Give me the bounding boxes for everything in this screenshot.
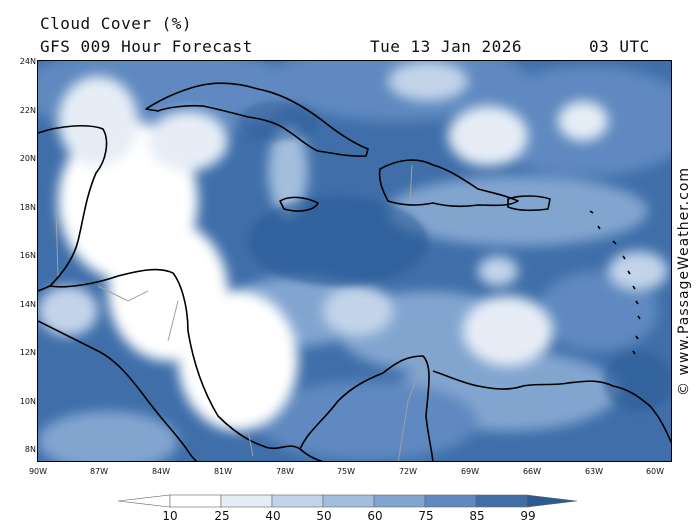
forecast-time: 03 UTC <box>589 37 650 56</box>
lat-label: 24N <box>19 57 36 66</box>
forecast-subtitle: GFS 009 Hour Forecast <box>40 37 253 56</box>
colorbar-segment <box>220 494 273 508</box>
hispaniola-outline <box>378 159 519 208</box>
light-cloud-patches <box>38 61 668 431</box>
jamaica-outline <box>279 196 319 212</box>
colorbar-min-arrow <box>118 494 171 508</box>
lat-label: 18N <box>19 203 36 212</box>
cloud-cover-map <box>37 60 672 462</box>
site-credit: © www.PassageWeather.com <box>676 166 692 396</box>
colorbar-segment <box>475 494 528 508</box>
pacific-coast-outline <box>38 320 198 461</box>
lesser-antilles <box>589 210 641 355</box>
colorbar-label: 10 <box>162 509 178 523</box>
lon-label: 60W <box>645 467 665 476</box>
colorbar-label: 99 <box>520 509 536 523</box>
colorbar-segment <box>322 494 375 508</box>
map-svg <box>38 61 671 461</box>
lon-label: 84W <box>151 467 171 476</box>
coastlines <box>38 82 671 461</box>
lat-label: 10N <box>19 397 36 406</box>
colorbar-segment <box>271 494 324 508</box>
country-borders <box>55 164 424 461</box>
colorbar-segment <box>373 494 426 508</box>
lon-label: 78W <box>275 467 295 476</box>
lon-label: 81W <box>213 467 233 476</box>
colorbar-label: 85 <box>469 509 485 523</box>
lon-label: 75W <box>336 467 356 476</box>
cuba-outline <box>145 82 369 157</box>
map-title: Cloud Cover (%) <box>40 14 192 33</box>
colorbar-label: 50 <box>316 509 332 523</box>
colorbar-label: 25 <box>214 509 230 523</box>
lat-label: 14N <box>19 300 36 309</box>
lon-label: 69W <box>460 467 480 476</box>
lon-label: 87W <box>89 467 109 476</box>
lat-label: 12N <box>19 348 36 357</box>
colorbar-label: 75 <box>418 509 434 523</box>
colorbar-label: 60 <box>367 509 383 523</box>
forecast-date: Tue 13 Jan 2026 <box>370 37 522 56</box>
lat-label: 16N <box>19 251 36 260</box>
lat-label: 22N <box>19 106 36 115</box>
colorbar-label: 40 <box>265 509 281 523</box>
lon-label: 66W <box>522 467 542 476</box>
colorbar <box>118 494 578 508</box>
darkest-cloud-patches <box>238 101 671 411</box>
lat-label: 20N <box>19 154 36 163</box>
lat-label: 8N <box>24 445 36 454</box>
lon-label: 90W <box>28 467 48 476</box>
colorbar-max-arrow <box>526 494 578 508</box>
lon-label: 72W <box>398 467 418 476</box>
puerto-rico-outline <box>507 195 551 212</box>
colorbar-segment <box>424 494 477 508</box>
south-america-coast <box>299 355 671 461</box>
central-america-outline <box>38 125 324 461</box>
lon-label: 63W <box>584 467 604 476</box>
colorbar-segment <box>169 494 222 508</box>
